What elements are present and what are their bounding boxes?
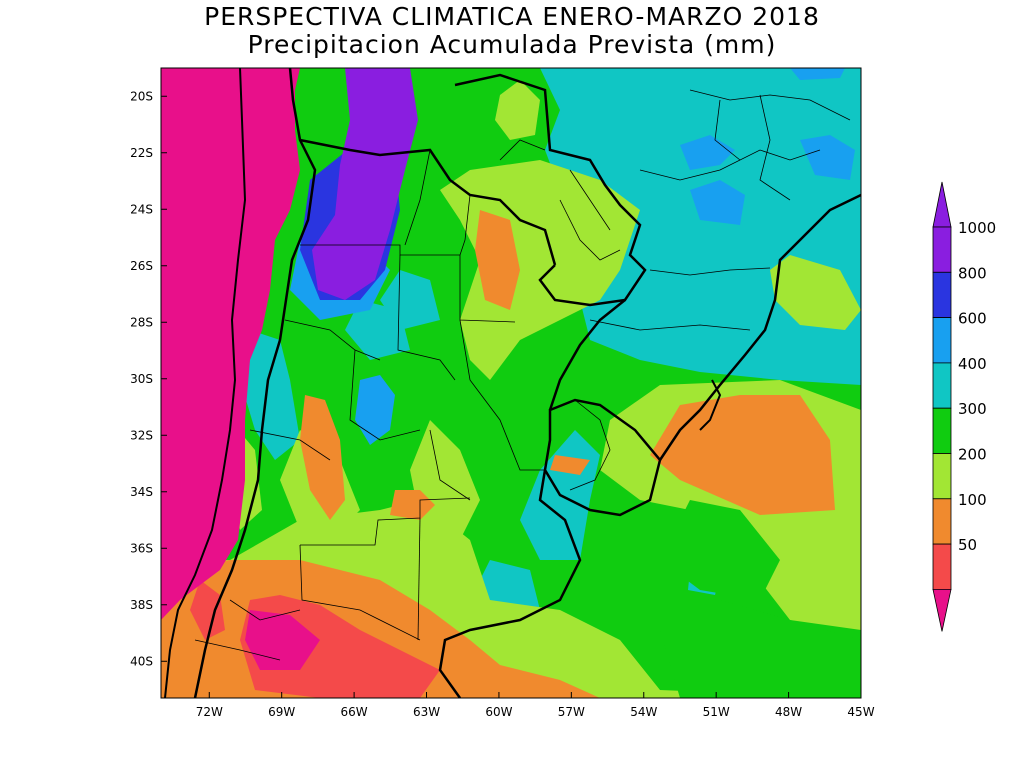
lon-tick-label: 45W <box>847 705 874 719</box>
lat-tick-label: 24S <box>130 202 153 216</box>
colorbar-swatch <box>932 226 952 273</box>
colorbar-swatch <box>932 453 952 500</box>
lon-tick-label: 69W <box>268 705 295 719</box>
lon-tick-label: 51W <box>703 705 730 719</box>
colorbar-swatch <box>932 543 952 590</box>
latitude-axis: 20S 22S 24S 26S 28S 30S 32S 34S 36S 38S 40S <box>130 89 167 668</box>
lat-tick-label: 32S <box>130 428 153 442</box>
lon-tick-label: 66W <box>341 705 368 719</box>
colorbar-label: 1000 <box>958 219 996 237</box>
colorbar-label: 400 <box>958 355 987 373</box>
colorbar-above-triangle <box>932 181 952 228</box>
lon-tick-label: 72W <box>196 705 223 719</box>
longitude-axis: 72W 69W 66W 63W 60W 57W 54W 51W 48W 45W <box>196 692 875 719</box>
lon-tick-label: 54W <box>630 705 657 719</box>
colorbar-label: 100 <box>958 491 987 509</box>
lat-tick-label: 30S <box>130 372 153 386</box>
colorbar-swatch <box>932 362 952 409</box>
colorbar-label: 600 <box>958 310 987 328</box>
precipitation-field <box>161 68 861 698</box>
political-borders <box>164 68 861 698</box>
lon-tick-label: 57W <box>558 705 585 719</box>
lon-tick-label: 63W <box>413 705 440 719</box>
lat-tick-label: 38S <box>130 598 153 612</box>
map-title: PERSPECTIVA CLIMATICA ENERO-MARZO 2018 <box>204 2 820 31</box>
map-frame <box>160 67 862 699</box>
lat-tick-label: 34S <box>130 485 153 499</box>
map-subtitle: Precipitacion Acumulada Prevista (mm) <box>247 30 777 59</box>
lon-tick-label: 48W <box>775 705 802 719</box>
colorbar-label: 200 <box>958 446 987 464</box>
colorbar-swatch <box>932 407 952 454</box>
lat-tick-label: 26S <box>130 259 153 273</box>
colorbar-swatch <box>932 498 952 545</box>
colorbar-swatch <box>932 271 952 318</box>
lat-tick-label: 22S <box>130 146 153 160</box>
lat-tick-label: 40S <box>130 654 153 668</box>
colorbar-label: 300 <box>958 400 987 418</box>
colorbar-label: 50 <box>958 536 977 554</box>
lat-tick-label: 28S <box>130 315 153 329</box>
lon-tick-label: 60W <box>485 705 512 719</box>
colorbar-label: 800 <box>958 264 987 282</box>
lat-tick-label: 20S <box>130 89 153 103</box>
lat-tick-label: 36S <box>130 541 153 555</box>
colorbar-below-triangle <box>932 589 952 632</box>
colorbar-swatch <box>932 317 952 364</box>
colorbar-legend: 1000 800 600 400 300 200 100 50 <box>932 181 996 632</box>
